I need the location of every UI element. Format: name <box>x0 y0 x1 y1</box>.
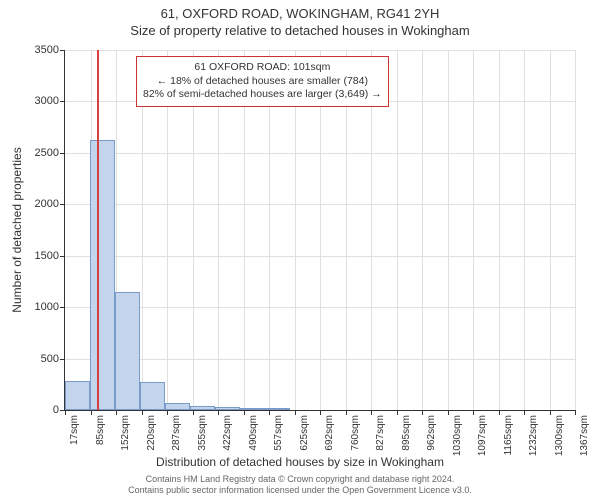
info-line-1: 61 OXFORD ROAD: 101sqm <box>143 61 382 75</box>
info-line-3: 82% of semi-detached houses are larger (… <box>143 88 382 102</box>
ytick-label: 3000 <box>19 95 59 107</box>
xtick-label: 1367sqm <box>579 415 590 456</box>
histogram-bar <box>90 140 115 411</box>
xtick-label: 1232sqm <box>528 415 539 456</box>
chart-container: 61, OXFORD ROAD, WOKINGHAM, RG41 2YH Siz… <box>0 0 600 500</box>
ytick-mark <box>60 153 65 154</box>
gridline-v <box>524 50 525 410</box>
info-line-2: ← 18% of detached houses are smaller (78… <box>143 75 382 89</box>
xtick-mark <box>167 410 168 415</box>
ytick-mark <box>60 50 65 51</box>
ytick-label: 0 <box>19 404 59 416</box>
y-axis-label: Number of detached properties <box>10 147 24 312</box>
gridline-v <box>422 50 423 410</box>
xtick-mark <box>371 410 372 415</box>
xtick-mark <box>244 410 245 415</box>
gridline-v <box>499 50 500 410</box>
histogram-bar <box>115 292 140 410</box>
ytick-label: 1500 <box>19 250 59 262</box>
xtick-label: 625sqm <box>299 415 310 451</box>
xtick-mark <box>142 410 143 415</box>
title-line-1: 61, OXFORD ROAD, WOKINGHAM, RG41 2YH <box>0 0 600 23</box>
gridline-v <box>397 50 398 410</box>
xtick-label: 85sqm <box>95 415 106 445</box>
xtick-mark <box>422 410 423 415</box>
ytick-label: 500 <box>19 353 59 365</box>
ytick-label: 3500 <box>19 44 59 56</box>
xtick-label: 490sqm <box>248 415 259 451</box>
xtick-label: 220sqm <box>146 415 157 451</box>
xtick-mark <box>218 410 219 415</box>
xtick-mark <box>473 410 474 415</box>
xtick-label: 1165sqm <box>503 415 514 455</box>
ytick-mark <box>60 359 65 360</box>
xtick-mark <box>320 410 321 415</box>
xtick-label: 557sqm <box>273 415 284 451</box>
ytick-mark <box>60 256 65 257</box>
chart-wrap: 050010001500200025003000350017sqm85sqm15… <box>64 50 574 410</box>
xtick-label: 17sqm <box>69 415 80 445</box>
ytick-mark <box>60 101 65 102</box>
footer-line-1: Contains HM Land Registry data © Crown c… <box>0 474 600 485</box>
xtick-label: 760sqm <box>350 415 361 451</box>
histogram-bar <box>165 403 190 410</box>
ytick-label: 2000 <box>19 198 59 210</box>
xtick-label: 1030sqm <box>452 415 463 456</box>
xtick-label: 355sqm <box>197 415 208 451</box>
xtick-label: 827sqm <box>375 415 386 451</box>
xtick-label: 1097sqm <box>477 415 488 456</box>
histogram-bar <box>190 406 215 410</box>
xtick-mark <box>397 410 398 415</box>
info-box: 61 OXFORD ROAD: 101sqm ← 18% of detached… <box>136 56 389 107</box>
xtick-mark <box>193 410 194 415</box>
xtick-label: 692sqm <box>324 415 335 451</box>
footer: Contains HM Land Registry data © Crown c… <box>0 474 600 496</box>
xtick-mark <box>346 410 347 415</box>
xtick-mark <box>91 410 92 415</box>
ytick-label: 2500 <box>19 147 59 159</box>
xtick-mark <box>550 410 551 415</box>
footer-line-2: Contains public sector information licen… <box>0 485 600 496</box>
xtick-mark <box>575 410 576 415</box>
xtick-label: 422sqm <box>222 415 233 451</box>
histogram-bar <box>240 408 265 410</box>
histogram-bar <box>65 381 90 410</box>
ytick-label: 1000 <box>19 301 59 313</box>
xtick-label: 1300sqm <box>554 415 565 456</box>
reference-line <box>97 50 99 410</box>
title-line-2: Size of property relative to detached ho… <box>0 23 600 42</box>
xtick-mark <box>524 410 525 415</box>
xtick-mark <box>448 410 449 415</box>
xtick-label: 895sqm <box>401 415 412 451</box>
histogram-bar <box>265 408 290 410</box>
xtick-mark <box>65 410 66 415</box>
gridline-v <box>473 50 474 410</box>
ytick-mark <box>60 307 65 308</box>
xtick-label: 962sqm <box>426 415 437 451</box>
gridline-v <box>550 50 551 410</box>
xtick-mark <box>116 410 117 415</box>
xtick-mark <box>499 410 500 415</box>
histogram-bar <box>215 407 240 410</box>
xtick-label: 152sqm <box>120 415 131 451</box>
gridline-v <box>448 50 449 410</box>
gridline-v <box>575 50 576 410</box>
x-axis-label: Distribution of detached houses by size … <box>0 455 600 469</box>
xtick-mark <box>269 410 270 415</box>
xtick-mark <box>295 410 296 415</box>
ytick-mark <box>60 204 65 205</box>
histogram-bar <box>140 382 165 410</box>
xtick-label: 287sqm <box>171 415 182 451</box>
